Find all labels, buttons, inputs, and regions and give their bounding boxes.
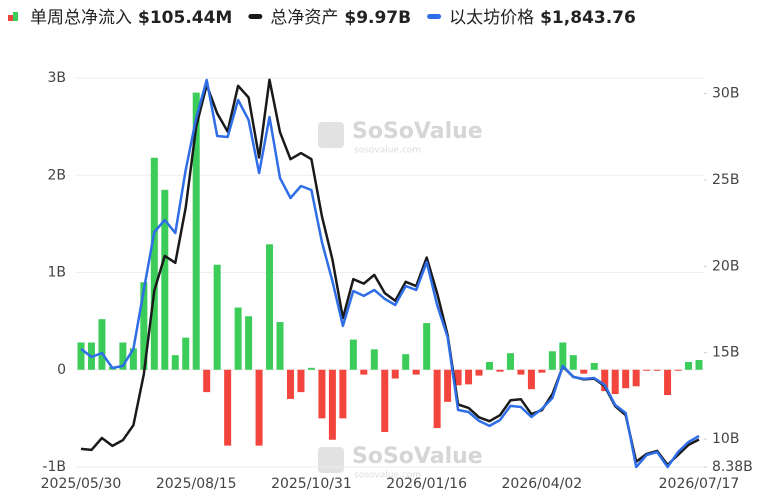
y2-tick-label: 25B: [712, 172, 739, 188]
bar: [496, 369, 504, 372]
legend-value: $1,843.76: [540, 8, 636, 28]
bar: [506, 353, 514, 370]
bar: [224, 369, 232, 446]
bar: [643, 369, 651, 371]
legend-marker: [427, 14, 442, 19]
bar: [559, 342, 567, 370]
x-tick-label: 2025/08/15: [156, 476, 237, 492]
bar: [182, 337, 190, 370]
bar: [454, 369, 462, 386]
y-tick-label: -1B: [42, 459, 66, 475]
watermark-logo: [318, 447, 344, 473]
watermark: SoSoValue sosovalue.com SoSoValue sosova…: [318, 119, 483, 481]
y-tick-label: 3B: [47, 70, 66, 86]
watermark-sub: sosovalue.com: [354, 146, 421, 156]
bar: [622, 369, 630, 389]
legend-value: $9.97B: [344, 8, 411, 28]
bar: [527, 369, 535, 390]
bar: [423, 323, 431, 370]
bar: [286, 369, 294, 399]
legend-marker: [13, 12, 18, 21]
bar: [370, 349, 378, 370]
y2-tick-label: 10B: [712, 431, 739, 447]
bar: [433, 369, 441, 429]
bar: [412, 369, 420, 375]
bar: [318, 369, 326, 419]
bar: [129, 348, 137, 370]
bar: [548, 351, 556, 370]
bar: [465, 369, 473, 385]
legend-marker: [8, 15, 13, 21]
watermark-sub: sosovalue.com: [354, 471, 421, 481]
bar: [391, 369, 399, 379]
legend-label: 单周总净流入: [30, 8, 132, 28]
y-tick-label: 1B: [47, 265, 66, 281]
bar: [339, 369, 347, 419]
x-tick-label: 2026/07/17: [659, 476, 740, 492]
bar: [580, 369, 588, 374]
y-tick-label: 0: [57, 362, 66, 378]
bar: [328, 369, 336, 440]
bar: [171, 355, 179, 370]
bar: [234, 307, 242, 370]
y-tick-label: 2B: [47, 167, 66, 183]
y2-tick-label: 20B: [712, 258, 739, 274]
bar: [653, 369, 661, 371]
bar: [569, 355, 577, 370]
bar: [140, 282, 148, 370]
legend-value: $105.44M: [138, 8, 232, 28]
bar: [266, 244, 274, 370]
bar: [98, 319, 106, 370]
bar: [517, 369, 525, 375]
bar: [297, 369, 305, 393]
bar: [119, 342, 127, 370]
x-tick-label: 2026/01/16: [386, 476, 467, 492]
bar: [475, 369, 483, 376]
x-tick-label: 2026/04/02: [502, 476, 583, 492]
bar: [161, 189, 169, 370]
y2-tick-label: 8.38B: [712, 459, 753, 475]
bar: [590, 362, 598, 370]
bar: [601, 369, 609, 392]
bar: [381, 369, 389, 432]
bar: [192, 92, 200, 370]
bar: [402, 354, 410, 370]
x-tick-label: 2025/10/31: [271, 476, 352, 492]
watermark-text: SoSoValue: [352, 119, 483, 144]
bar: [255, 369, 263, 446]
watermark-logo: [318, 122, 344, 148]
line: [80, 78, 700, 469]
bar: [245, 316, 253, 370]
x-tick-label: 2025/05/30: [41, 476, 122, 492]
bar: [674, 369, 682, 371]
watermark-text: SoSoValue: [352, 444, 483, 469]
bar: [486, 361, 494, 370]
legend-label: 总净资产: [270, 8, 338, 28]
y2-tick-label: 15B: [712, 345, 739, 361]
bar: [77, 342, 85, 370]
bar: [213, 264, 221, 370]
bar: [685, 361, 693, 370]
bar: [611, 369, 619, 395]
legend-label: 以太坊价格: [449, 8, 534, 28]
legend: 单周总净流入 $105.44M 总净资产 $9.97B 以太坊价格 $1,843.76: [8, 8, 636, 28]
bar: [632, 369, 640, 387]
bar: [360, 369, 368, 375]
bar: [276, 322, 284, 370]
y2-tick-label: 30B: [712, 86, 739, 102]
bar: [307, 367, 315, 370]
legend-marker: [248, 14, 263, 19]
bar: [538, 369, 546, 373]
bar: [664, 369, 672, 396]
bar: [150, 157, 158, 370]
bar: [444, 369, 452, 402]
bar: [349, 339, 357, 370]
bar: [695, 360, 703, 370]
bar: [203, 369, 211, 393]
